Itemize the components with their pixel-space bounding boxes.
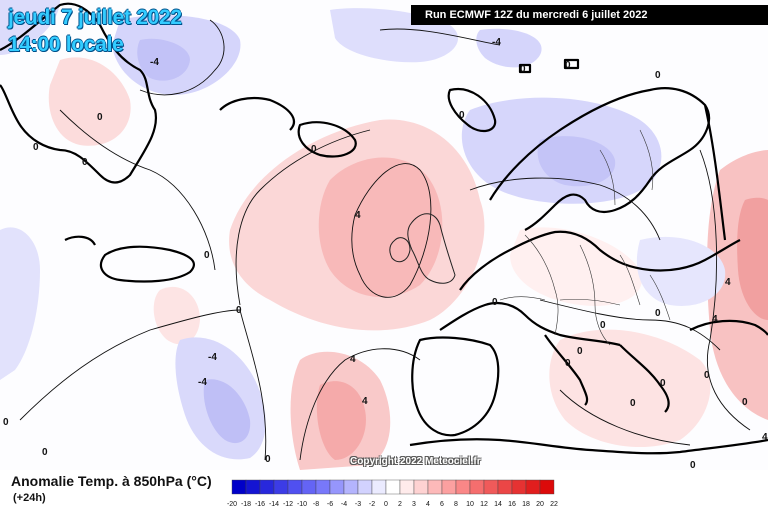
legend-tick-label: -20 bbox=[227, 501, 237, 508]
contour-label: 0 bbox=[600, 320, 606, 331]
legend-swatch bbox=[483, 479, 499, 495]
legend-tick-label: 10 bbox=[466, 501, 474, 508]
forecast-date: jeudi 7 juillet 2022 bbox=[8, 6, 182, 29]
contour-label: 0 bbox=[3, 417, 9, 428]
contour-label: 0 bbox=[97, 112, 103, 123]
legend-swatch bbox=[525, 479, 541, 495]
contour-label: 0 bbox=[82, 157, 88, 168]
contour-label: 4 bbox=[725, 277, 731, 288]
contour-label: 0 bbox=[520, 64, 526, 75]
legend-tick-label: -3 bbox=[355, 501, 361, 508]
contour-label: 0 bbox=[565, 60, 571, 71]
legend-swatch bbox=[497, 479, 513, 495]
legend-swatch bbox=[371, 479, 387, 495]
forecast-time: 14:00 locale bbox=[8, 33, 124, 56]
contour-label: 4 bbox=[362, 396, 368, 407]
legend-tick-label: 18 bbox=[522, 501, 530, 508]
contour-label: 0 bbox=[265, 454, 271, 465]
legend-tick-label: -18 bbox=[241, 501, 251, 508]
legend-tick-label: -10 bbox=[297, 501, 307, 508]
legend-tick-label: 20 bbox=[536, 501, 544, 508]
legend-tick-label: -12 bbox=[283, 501, 293, 508]
contour-label: -4 bbox=[208, 352, 217, 363]
contour-label: 0 bbox=[33, 142, 39, 153]
legend-swatch bbox=[539, 479, 555, 495]
legend-tick-label: 8 bbox=[454, 501, 458, 508]
contour-label: -4 bbox=[492, 37, 501, 48]
contour-label: 0 bbox=[204, 250, 210, 261]
legend-swatch bbox=[385, 479, 401, 495]
legend-tick-label: -14 bbox=[269, 501, 279, 508]
country-borders bbox=[499, 129, 671, 346]
legend-swatch bbox=[315, 479, 331, 495]
legend-tick-label: 16 bbox=[508, 501, 516, 508]
contour-label: 0 bbox=[742, 397, 748, 408]
legend-tick-label: 6 bbox=[440, 501, 444, 508]
contour-label: 0 bbox=[660, 378, 666, 389]
legend-swatch bbox=[399, 479, 415, 495]
legend-swatch bbox=[245, 479, 261, 495]
contour-label: 4 bbox=[762, 432, 768, 443]
legend-tick-label: -16 bbox=[255, 501, 265, 508]
contour-label: 0 bbox=[655, 308, 661, 319]
legend-tick-label: -4 bbox=[341, 501, 347, 508]
contour-label: 0 bbox=[236, 305, 242, 316]
legend-swatch bbox=[231, 479, 247, 495]
cold-anomaly-areas bbox=[0, 0, 726, 460]
legend-swatch bbox=[469, 479, 485, 495]
legend-tick-label: -8 bbox=[313, 501, 319, 508]
color-scale-legend: -20 -18 -16 -14 -12 -10 -8 -6 -4 -3 -2 0 2 3 4 6 8 10 12 14… bbox=[227, 479, 558, 508]
contour-label: 0 bbox=[42, 447, 48, 458]
contour-label: 0 bbox=[459, 110, 465, 121]
legend-tick-label: -6 bbox=[327, 501, 333, 508]
contour-label: 4 bbox=[350, 354, 356, 365]
legend-tick-label: 0 bbox=[384, 501, 388, 508]
legend-swatch bbox=[329, 479, 345, 495]
legend-tick-label: -2 bbox=[369, 501, 375, 508]
lead-time: (+24h) bbox=[13, 492, 46, 504]
legend-swatch bbox=[273, 479, 289, 495]
legend-tick-label: 3 bbox=[412, 501, 416, 508]
legend-swatch bbox=[259, 479, 275, 495]
legend-swatches bbox=[231, 479, 555, 495]
parameter-title: Anomalie Temp. à 850hPa (°C) bbox=[11, 473, 212, 489]
legend-swatch bbox=[455, 479, 471, 495]
legend-tick-label: 2 bbox=[398, 501, 402, 508]
copyright: Copyright 2022 Meteociel.fr bbox=[350, 456, 481, 467]
contour-label: 0 bbox=[630, 398, 636, 409]
legend-swatch bbox=[287, 479, 303, 495]
legend-tick-label: 14 bbox=[494, 501, 502, 508]
contour-label: 0 bbox=[492, 297, 498, 308]
legend-swatch bbox=[427, 479, 443, 495]
contour-label: 4 bbox=[712, 314, 718, 325]
contour-label: -4 bbox=[150, 57, 159, 68]
legend-labels: -20 -18 -16 -14 -12 -10 -8 -6 -4 -3 -2 0 2 3 4 6 8 10 12 14… bbox=[227, 501, 558, 508]
contour-label: 0 bbox=[577, 346, 583, 357]
legend-swatch bbox=[413, 479, 429, 495]
contour-label: 4 bbox=[355, 210, 361, 221]
contour-label: 0 bbox=[690, 460, 696, 470]
temperature-anomaly-map: 4 -4 -4 -4 0 0 0 0 0 0 0 0 4 0 0 0 4 0 0… bbox=[0, 0, 768, 470]
legend-tick-label: 22 bbox=[550, 501, 558, 508]
contour-label: -4 bbox=[198, 377, 207, 388]
legend-swatch bbox=[301, 479, 317, 495]
legend-swatch bbox=[441, 479, 457, 495]
legend-swatch bbox=[343, 479, 359, 495]
model-run-banner: Run ECMWF 12Z du mercredi 6 juillet 2022 bbox=[411, 5, 768, 25]
legend-swatch bbox=[511, 479, 527, 495]
legend-tick-label: 12 bbox=[480, 501, 488, 508]
british-isles bbox=[389, 213, 456, 284]
coastlines bbox=[0, 2, 768, 455]
contour-label: 0 bbox=[655, 70, 661, 81]
contour-label: 0 bbox=[704, 370, 710, 381]
legend-swatch bbox=[357, 479, 373, 495]
contour-label: 0 bbox=[311, 144, 317, 155]
contour-label: 0 bbox=[565, 358, 571, 369]
legend-tick-label: 4 bbox=[426, 501, 430, 508]
